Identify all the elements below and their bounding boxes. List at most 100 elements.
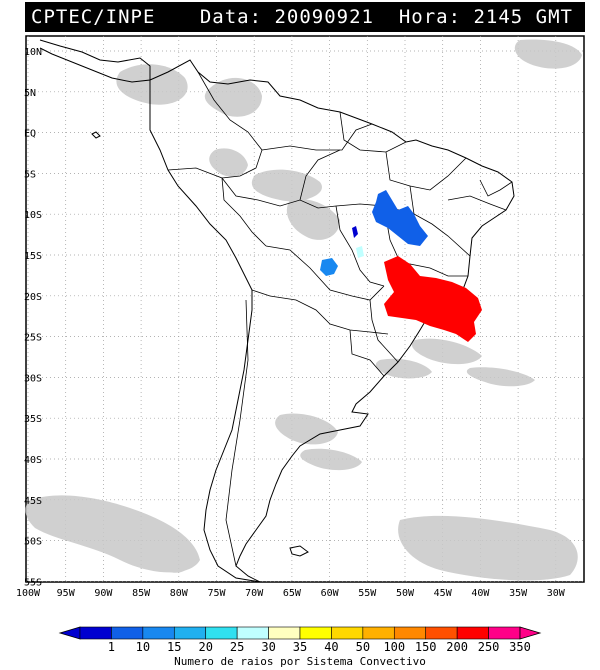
longitude-label: 80W <box>170 588 189 599</box>
cloud-patch <box>116 64 188 105</box>
latitude-label: 25S <box>24 333 42 344</box>
longitude-label: 75W <box>207 588 226 599</box>
legend-swatch <box>299 626 332 640</box>
brazil-state <box>383 205 468 277</box>
legend-swatch <box>79 626 112 640</box>
legend-label: 350 <box>509 640 531 654</box>
latitude-label: 10N <box>24 47 42 58</box>
legend-colorbar: 1 10 15 20 25 30 35 40 50 100 150 200 250 350 <box>58 626 542 654</box>
legend-label: 50 <box>356 640 370 654</box>
longitude-label: 90W <box>94 588 113 599</box>
legend-swatch <box>331 626 364 640</box>
legend-title: Numero de raios por Sistema Convectivo <box>174 655 426 668</box>
border-line <box>221 177 267 247</box>
cloud-patch <box>251 169 322 202</box>
latitude-label: 45S <box>24 496 42 507</box>
lightning-cluster-dark-blue <box>352 226 358 238</box>
legend-label: 25 <box>230 640 244 654</box>
legend-label: 30 <box>261 640 275 654</box>
brazil-state <box>409 185 471 257</box>
longitude-label: 35W <box>509 588 528 599</box>
latitude-label: 10S <box>24 210 42 221</box>
cloud-patch <box>466 367 535 387</box>
lightning-cluster-cyan <box>356 246 364 258</box>
latitude-label: EQ <box>24 129 36 140</box>
lightning-cluster-red <box>384 256 482 342</box>
legend-label: 15 <box>167 640 181 654</box>
legend-swatch <box>362 626 395 640</box>
agency-title: CPTEC/INPE <box>31 6 156 28</box>
border-line <box>369 299 399 363</box>
brazil-state <box>339 111 407 153</box>
legend-label: 200 <box>446 640 468 654</box>
cloud-patch <box>275 413 338 445</box>
cloud-patch <box>154 543 192 573</box>
latitude-label: 55S <box>24 577 42 588</box>
longitude-label: 60W <box>321 588 340 599</box>
cloud-patch <box>514 39 582 69</box>
legend-swatch <box>488 626 521 640</box>
longitude-label: 30W <box>547 588 566 599</box>
cloud-cover <box>25 39 582 581</box>
legend-swatch <box>268 626 301 640</box>
legend-arrow-right <box>519 626 542 640</box>
longitude-label: 85W <box>132 588 151 599</box>
legend-swatch <box>142 626 175 640</box>
legend-swatch <box>205 626 238 640</box>
legend-label: 150 <box>415 640 437 654</box>
cloud-patch <box>375 358 432 379</box>
legend-swatch <box>173 626 207 640</box>
legend-label: 40 <box>324 640 338 654</box>
cloud-patch <box>286 199 340 240</box>
longitude-label: 50W <box>396 588 415 599</box>
border-line <box>167 167 337 209</box>
latitude-label: 5N <box>24 88 36 99</box>
lightning-cluster-blue <box>372 190 428 246</box>
longitude-label: 95W <box>57 588 76 599</box>
brazil-state <box>447 195 507 211</box>
border-line <box>251 289 389 335</box>
longitude-label: 55W <box>358 588 377 599</box>
coastlines <box>39 39 515 583</box>
border-line <box>349 329 385 377</box>
legend-swatch <box>111 626 144 640</box>
legend-swatch <box>456 626 489 640</box>
longitude-label: 40W <box>471 588 490 599</box>
legend-label: 10 <box>136 640 150 654</box>
legend-swatch <box>425 626 458 640</box>
legend-arrow-left <box>58 626 81 640</box>
legend-label: 100 <box>383 640 405 654</box>
border-line <box>261 123 373 151</box>
brazil-state <box>299 149 341 201</box>
south-america-coast <box>149 59 515 583</box>
latitude-label: 5S <box>24 169 36 180</box>
latitude-label: 40S <box>24 455 42 466</box>
date-time-title: Data: 20090921 Hora: 2145 GMT <box>199 6 573 28</box>
cloud-patch <box>204 77 262 117</box>
brazil-state <box>385 151 467 191</box>
falkland-islands <box>289 545 309 557</box>
border-line <box>197 71 263 179</box>
latitude-label: 50S <box>24 537 42 548</box>
legend-swatch <box>393 626 427 640</box>
border-line <box>225 299 249 567</box>
map-header-bar: CPTEC/INPE Data: 20090921 Hora: 2145 GMT <box>25 2 585 32</box>
cloud-patch <box>209 148 248 177</box>
legend-label: 35 <box>293 640 307 654</box>
legend-label: 1 <box>108 640 115 654</box>
brazil-state <box>479 179 513 197</box>
latitude-label: 15S <box>24 251 42 262</box>
latitude-labels: 10N 5N EQ 5S 10S 15S 20S 25S 30S 35S 40S 45S 50S 55S <box>24 47 42 588</box>
galapagos-islands <box>91 131 101 139</box>
legend-swatch <box>236 626 269 640</box>
cloud-patch <box>398 515 578 581</box>
longitude-label: 100W <box>16 588 41 599</box>
cloud-patch <box>300 448 362 471</box>
cloud-patch <box>411 338 482 365</box>
border-line <box>335 205 385 287</box>
longitude-label: 70W <box>245 588 264 599</box>
legend-label: 20 <box>198 640 212 654</box>
legend-label: 250 <box>478 640 500 654</box>
latitude-label: 30S <box>24 373 42 384</box>
